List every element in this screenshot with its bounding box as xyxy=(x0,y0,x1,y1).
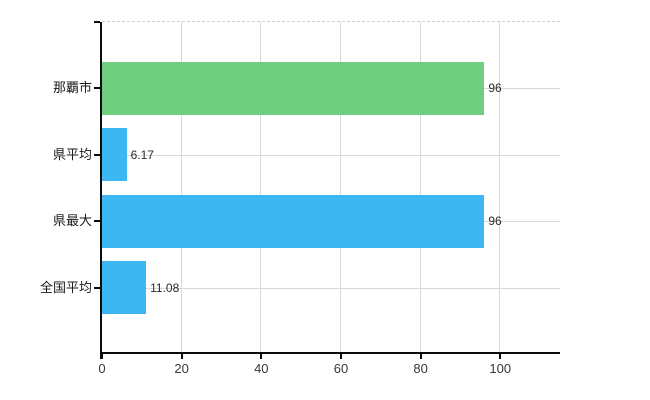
category-label: 県平均 xyxy=(52,146,92,162)
gridline-horizontal xyxy=(102,287,560,289)
bar xyxy=(102,194,485,248)
bar-value-label: 11.08 xyxy=(150,280,180,295)
bar-value-label: 96 xyxy=(488,81,502,96)
category-tick xyxy=(94,153,100,156)
x-axis-tick xyxy=(339,354,342,359)
x-axis-tick xyxy=(101,354,103,359)
x-tick-label: 100 xyxy=(489,361,512,376)
gridline-vertical xyxy=(339,22,341,353)
x-tick-label: 0 xyxy=(98,361,106,376)
gridline-vertical xyxy=(419,22,421,353)
plot-top-dashed-line xyxy=(102,21,560,22)
category-tick xyxy=(94,87,100,90)
x-tick-label: 80 xyxy=(413,361,428,376)
x-tick-label: 20 xyxy=(174,361,189,376)
bar xyxy=(102,261,147,315)
category-tick xyxy=(94,286,100,289)
gridline-vertical xyxy=(180,22,182,353)
x-tick-label: 40 xyxy=(254,361,269,376)
category-label: 那覇市 xyxy=(52,80,92,96)
x-tick-label: 60 xyxy=(333,361,349,376)
category-label: 全国平均 xyxy=(39,279,92,295)
category-label: 県最大 xyxy=(52,213,92,229)
x-axis-tick xyxy=(260,354,263,359)
category-tick xyxy=(94,220,100,223)
y-axis-top-tick xyxy=(94,21,100,23)
gridline-horizontal xyxy=(102,154,560,156)
gridline-vertical xyxy=(499,22,501,353)
gridline-vertical xyxy=(260,22,262,353)
x-axis-tick xyxy=(499,354,502,359)
x-axis-tick xyxy=(180,354,183,359)
bar-value-label: 6.17 xyxy=(130,147,154,162)
x-axis-tick xyxy=(419,354,422,359)
bar xyxy=(102,128,127,182)
x-axis-line xyxy=(100,352,560,354)
bar-value-label: 96 xyxy=(488,214,502,229)
y-axis-line xyxy=(100,22,102,359)
bar xyxy=(102,61,485,115)
